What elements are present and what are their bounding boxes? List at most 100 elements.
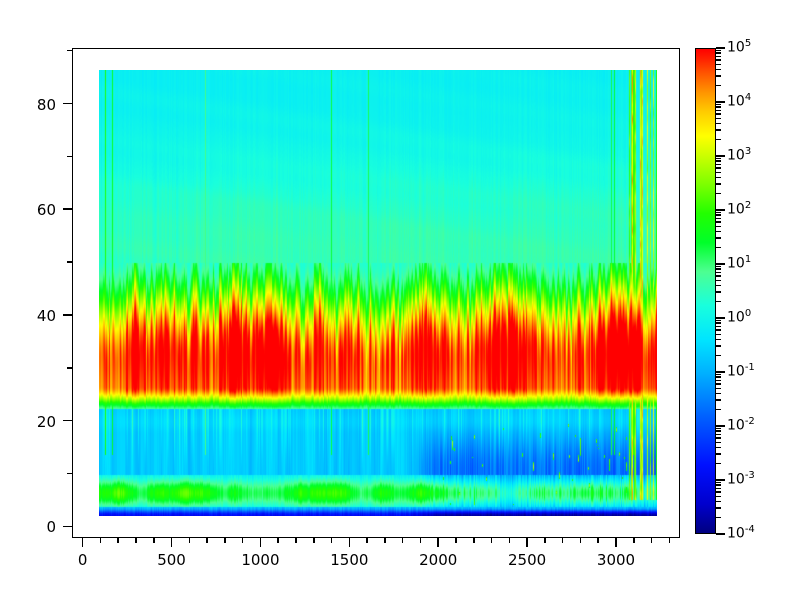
colorbar-tick-minor: [716, 138, 721, 141]
colorbar-tick-major: [716, 425, 725, 427]
colorbar-tick-major: [716, 263, 725, 265]
colorbar-tick-minor: [716, 333, 721, 335]
x-tick-minor: [473, 538, 475, 543]
x-tick-minor: [490, 538, 493, 543]
y-tick-label: 40: [36, 306, 56, 325]
colorbar-tick-label: 105: [727, 38, 752, 56]
x-tick-major: [348, 538, 351, 547]
colorbar-tick-minor: [716, 338, 721, 341]
colorbar-tick-minor: [716, 383, 721, 385]
x-tick-label: 3000: [596, 551, 636, 569]
colorbar-tick-minor: [716, 354, 721, 357]
x-tick-minor: [188, 538, 191, 543]
y-tick-label: 20: [36, 412, 56, 431]
x-tick-minor: [597, 538, 599, 543]
colorbar-tick-minor: [716, 103, 721, 106]
y-tick-minor: [67, 261, 72, 263]
colorbar-tick-minor: [716, 322, 721, 324]
colorbar-tick-major: [716, 533, 725, 535]
colorbar-tick-label: 102: [727, 200, 752, 218]
colorbar-tick-minor: [716, 300, 721, 303]
heatmap-canvas: [99, 70, 657, 516]
colorbar-tick-minor: [716, 246, 721, 249]
colorbar-tick-major: [716, 155, 725, 157]
colorbar-tick-minor: [716, 430, 721, 432]
x-tick-minor: [561, 538, 564, 543]
colorbar-tick-minor: [716, 84, 721, 87]
colorbar-tick-minor: [716, 484, 721, 486]
y-tick-major: [63, 208, 72, 210]
colorbar-tick-minor: [716, 319, 721, 322]
x-tick-minor: [366, 538, 368, 543]
y-tick-minor: [67, 155, 72, 158]
colorbar-tick-minor: [716, 392, 721, 395]
x-tick-major: [615, 538, 617, 547]
x-tick-minor: [633, 538, 635, 543]
x-tick-label: 1500: [330, 551, 369, 569]
colorbar-tick-minor: [716, 345, 721, 347]
colorbar-tick-major: [716, 101, 725, 103]
colorbar-tick-minor: [716, 183, 721, 185]
colorbar-tick-minor: [716, 106, 721, 108]
x-tick-minor: [224, 538, 226, 543]
colorbar-gradient: [695, 48, 716, 534]
colorbar-tick-minor: [716, 214, 721, 216]
x-tick-major: [259, 538, 262, 547]
x-tick-label: 1000: [241, 551, 280, 569]
y-tick-label: 80: [36, 95, 56, 114]
colorbar-tick-minor: [716, 217, 721, 220]
x-tick-minor: [135, 538, 137, 543]
colorbar-tick-minor: [716, 52, 721, 54]
colorbar-tick-minor: [716, 325, 721, 328]
colorbar-tick-minor: [716, 446, 721, 449]
colorbar-tick-minor: [716, 271, 721, 274]
colorbar-tick-minor: [716, 109, 721, 112]
colorbar-tick-minor: [716, 399, 721, 401]
colorbar-tick-minor: [716, 491, 721, 493]
colorbar-tick-label: 10-1: [727, 362, 755, 380]
colorbar-tick-minor: [716, 167, 721, 169]
colorbar-tick-minor: [716, 376, 721, 378]
colorbar-tick-minor: [716, 500, 721, 503]
colorbar-tick-major: [716, 371, 725, 373]
x-tick-minor: [650, 538, 653, 543]
colorbar-tick-minor: [716, 284, 721, 287]
x-tick-minor: [241, 538, 244, 543]
x-tick-minor: [384, 538, 386, 543]
y-tick-minor: [67, 472, 72, 475]
colorbar-tick-minor: [716, 291, 721, 293]
colorbar-tick-minor: [716, 225, 721, 227]
x-tick-minor: [668, 538, 671, 543]
colorbar-tick-minor: [716, 441, 721, 443]
colorbar-tick-minor: [716, 433, 721, 436]
colorbar-tick-minor: [716, 75, 721, 77]
x-tick-major: [437, 538, 439, 547]
colorbar-tick-minor: [716, 516, 721, 519]
colorbar-tick-minor: [716, 211, 721, 214]
y-tick-label: 60: [36, 201, 56, 220]
colorbar-tick-minor: [716, 275, 721, 277]
colorbar-tick-minor: [716, 408, 721, 411]
colorbar-tick-label: 10-3: [727, 470, 755, 488]
colorbar-tick-minor: [716, 387, 721, 389]
colorbar-tick-minor: [716, 192, 721, 195]
y-tick-label: 0: [46, 518, 56, 537]
colorbar-tick-minor: [716, 268, 721, 270]
y-tick-major: [63, 314, 72, 316]
colorbar-tick-minor: [716, 487, 721, 490]
y-tick-major: [63, 525, 72, 528]
colorbar-tick-minor: [716, 129, 721, 131]
colorbar: [695, 48, 716, 534]
colorbar-tick-minor: [716, 163, 721, 166]
x-tick-minor: [579, 538, 582, 543]
x-tick-minor: [206, 538, 208, 543]
colorbar-tick-minor: [716, 230, 721, 233]
colorbar-tick-minor: [716, 453, 721, 455]
x-tick-major: [81, 538, 84, 547]
x-tick-minor: [455, 538, 457, 543]
colorbar-tick-minor: [716, 221, 721, 223]
colorbar-tick-minor: [716, 55, 721, 58]
colorbar-tick-minor: [716, 507, 721, 509]
x-tick-minor: [544, 538, 546, 543]
